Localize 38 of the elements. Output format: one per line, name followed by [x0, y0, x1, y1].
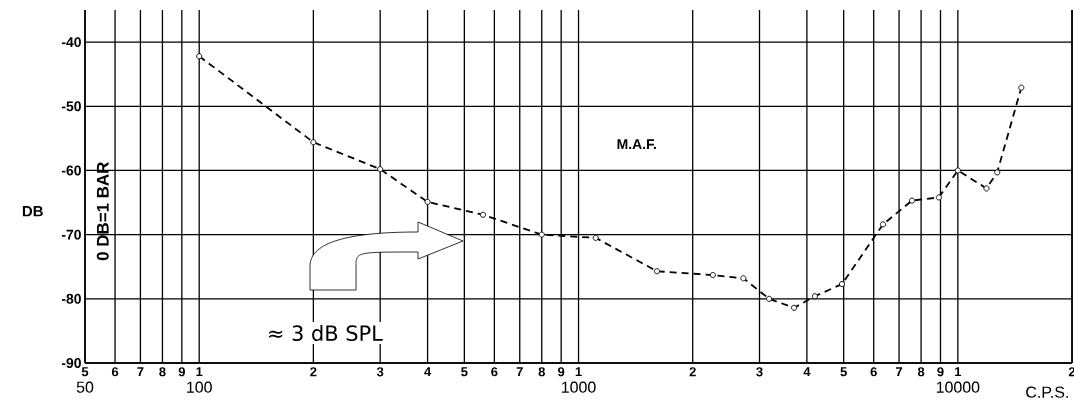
text: 4 — [424, 367, 432, 377]
text: 8 — [538, 367, 545, 377]
text: 7 — [137, 367, 144, 377]
x-tick-label: 100 — [187, 381, 212, 393]
y-tick-label: -80 — [61, 293, 81, 304]
x-tick-label: 1000 — [562, 381, 596, 393]
text: 9 — [558, 367, 565, 377]
text: 3 — [376, 367, 384, 377]
y-axis-title: DB — [22, 206, 43, 217]
y-tick-label: -50 — [61, 101, 81, 112]
y-tick-label: -60 — [61, 165, 81, 176]
text: 9 — [937, 367, 944, 377]
annotation: M.A.F. — [617, 139, 656, 149]
y-tick-label: -90 — [61, 358, 81, 368]
text: 7 — [516, 367, 523, 377]
text: 8 — [159, 367, 166, 377]
x-tick-label: 50 — [76, 381, 94, 393]
text: 9 — [178, 367, 185, 377]
text: 5 — [840, 367, 847, 377]
text: 1 — [955, 367, 962, 377]
x-axis-title: C.P.S. — [1026, 386, 1068, 398]
text: 6 — [491, 367, 498, 377]
x-tick-label: 10000 — [936, 381, 980, 393]
text: 2 — [689, 367, 696, 377]
y-tick-label: -40 — [61, 37, 81, 48]
text: 6 — [111, 367, 119, 377]
annotation: ≈ 3 dB SPL — [269, 324, 383, 342]
text: 3 — [756, 367, 763, 377]
text: 8 — [917, 367, 925, 377]
text: 1 — [575, 367, 582, 377]
text: 6 — [870, 367, 877, 377]
y-tick-label: -70 — [61, 229, 81, 240]
text: 1 — [196, 367, 203, 377]
text: 4 — [803, 367, 811, 377]
text: 5 — [461, 367, 468, 377]
text: 2 — [310, 367, 317, 377]
text: 5 — [81, 367, 89, 377]
text: 7 — [896, 367, 903, 377]
